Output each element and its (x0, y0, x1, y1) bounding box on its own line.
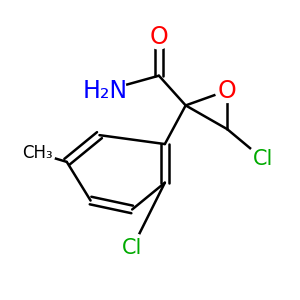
Circle shape (19, 135, 55, 171)
Circle shape (215, 79, 239, 102)
Text: O: O (218, 79, 237, 103)
Text: Cl: Cl (122, 238, 142, 258)
Circle shape (147, 25, 171, 49)
Circle shape (117, 233, 147, 263)
Circle shape (85, 70, 126, 111)
Text: Cl: Cl (253, 149, 273, 169)
Text: CH₃: CH₃ (22, 144, 52, 162)
Text: O: O (149, 25, 168, 49)
Text: H₂N: H₂N (83, 79, 128, 103)
Circle shape (248, 144, 278, 174)
